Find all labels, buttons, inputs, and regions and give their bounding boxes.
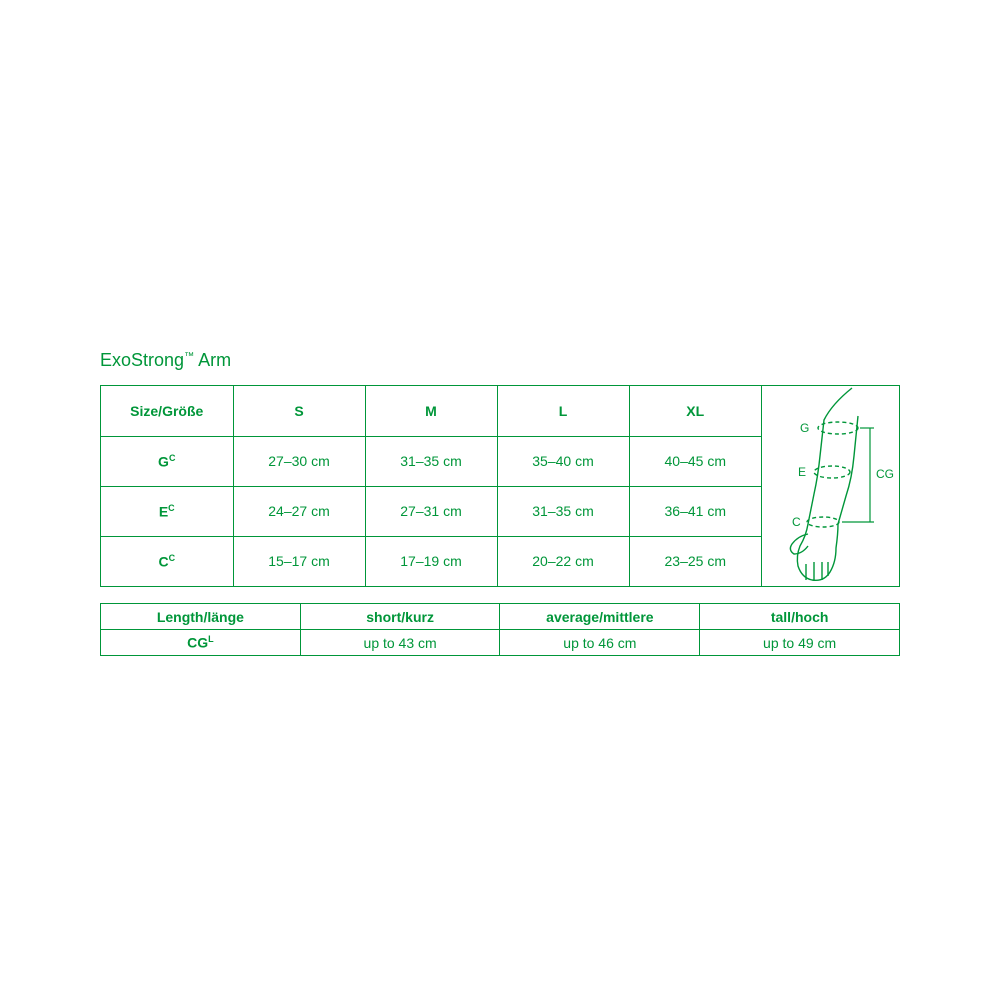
size-table-container: Size/Größe S M L XL GC 27–30 cm 31–35 cm… (100, 385, 900, 587)
table-header-row: Size/Größe S M L XL (101, 386, 761, 436)
table-row: EC 24–27 cm 27–31 cm 31–35 cm 36–41 cm (101, 486, 761, 536)
cell: 17–19 cm (365, 536, 497, 586)
arm-diagram: G E C CG (761, 386, 902, 586)
measure-ring-g (818, 422, 858, 434)
arm-outline-left (808, 388, 852, 524)
length-row-label: CGL (101, 630, 301, 656)
cell: 31–35 cm (365, 436, 497, 486)
length-cell: up to 46 cm (500, 630, 700, 656)
length-table: Length/länge short/kurz average/mittlere… (100, 603, 900, 656)
title-tm: ™ (184, 351, 194, 362)
length-col-average: average/mittlere (500, 604, 700, 630)
row-label-c: CC (101, 536, 233, 586)
cell: 31–35 cm (497, 486, 629, 536)
arm-diagram-svg: G E C CG (762, 386, 902, 586)
cell: 20–22 cm (497, 536, 629, 586)
row-label-e: EC (101, 486, 233, 536)
length-col-short: short/kurz (300, 604, 500, 630)
header-size-label: Size/Größe (101, 386, 233, 436)
header-col-xl: XL (629, 386, 761, 436)
diagram-label-e: E (798, 465, 806, 479)
title-suffix: Arm (194, 350, 231, 370)
length-cell: up to 43 cm (300, 630, 500, 656)
measure-ring-e (814, 466, 850, 478)
cell: 23–25 cm (629, 536, 761, 586)
cell: 15–17 cm (233, 536, 365, 586)
thumb-outline (790, 534, 808, 554)
measure-ring-c (807, 517, 839, 527)
row-label-g: GC (101, 436, 233, 486)
length-cell: up to 49 cm (700, 630, 900, 656)
title-main: ExoStrong (100, 350, 184, 370)
table-row: CC 15–17 cm 17–19 cm 20–22 cm 23–25 cm (101, 536, 761, 586)
hand-outline (797, 524, 838, 580)
arm-outline-right (838, 416, 858, 524)
length-row: CGL up to 43 cm up to 46 cm up to 49 cm (101, 630, 900, 656)
length-col-tall: tall/hoch (700, 604, 900, 630)
length-header-label: Length/länge (101, 604, 301, 630)
diagram-label-cg: CG (876, 467, 894, 481)
chart-title: ExoStrong™ Arm (100, 350, 900, 371)
cell: 36–41 cm (629, 486, 761, 536)
sizing-chart: ExoStrong™ Arm Size/Größe S M L XL GC 27… (100, 350, 900, 656)
diagram-label-c: C (792, 515, 801, 529)
header-col-s: S (233, 386, 365, 436)
cell: 24–27 cm (233, 486, 365, 536)
cell: 27–30 cm (233, 436, 365, 486)
cell: 40–45 cm (629, 436, 761, 486)
cell: 27–31 cm (365, 486, 497, 536)
header-col-l: L (497, 386, 629, 436)
size-table: Size/Größe S M L XL GC 27–30 cm 31–35 cm… (101, 386, 761, 586)
cell: 35–40 cm (497, 436, 629, 486)
header-col-m: M (365, 386, 497, 436)
length-header-row: Length/länge short/kurz average/mittlere… (101, 604, 900, 630)
diagram-label-g: G (800, 421, 809, 435)
table-row: GC 27–30 cm 31–35 cm 35–40 cm 40–45 cm (101, 436, 761, 486)
